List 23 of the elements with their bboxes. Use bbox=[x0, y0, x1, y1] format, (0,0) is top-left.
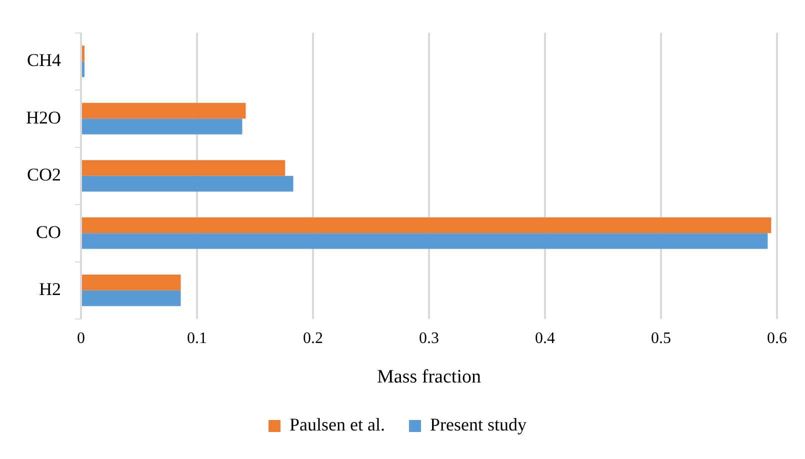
x-tick-label: 0 bbox=[77, 330, 85, 347]
x-tick-label: 0.3 bbox=[419, 330, 439, 347]
x-tick-label: 0.6 bbox=[767, 330, 787, 347]
bar bbox=[82, 118, 242, 134]
legend-label: Present study bbox=[430, 414, 526, 435]
y-tick-label: CO2 bbox=[26, 164, 61, 185]
x-tick-label: 0.2 bbox=[303, 330, 323, 347]
legend-label: Paulsen et al. bbox=[290, 414, 385, 435]
x-tick-label: 0.1 bbox=[187, 330, 207, 347]
bar bbox=[82, 217, 772, 234]
bar bbox=[82, 102, 246, 119]
y-tick-label: H2O bbox=[26, 107, 61, 128]
y-tick-label: CO bbox=[36, 222, 61, 242]
x-tick-label: 0.4 bbox=[535, 330, 555, 347]
bar bbox=[82, 290, 181, 306]
y-tick-label: CH4 bbox=[26, 50, 61, 70]
bar bbox=[82, 233, 768, 249]
bar bbox=[82, 274, 181, 290]
bar bbox=[82, 176, 294, 192]
x-axis-title: Mass fraction bbox=[377, 366, 482, 388]
y-tick-label: H2 bbox=[39, 279, 61, 300]
bar bbox=[82, 160, 286, 176]
x-tick-label: 0.5 bbox=[651, 330, 671, 347]
